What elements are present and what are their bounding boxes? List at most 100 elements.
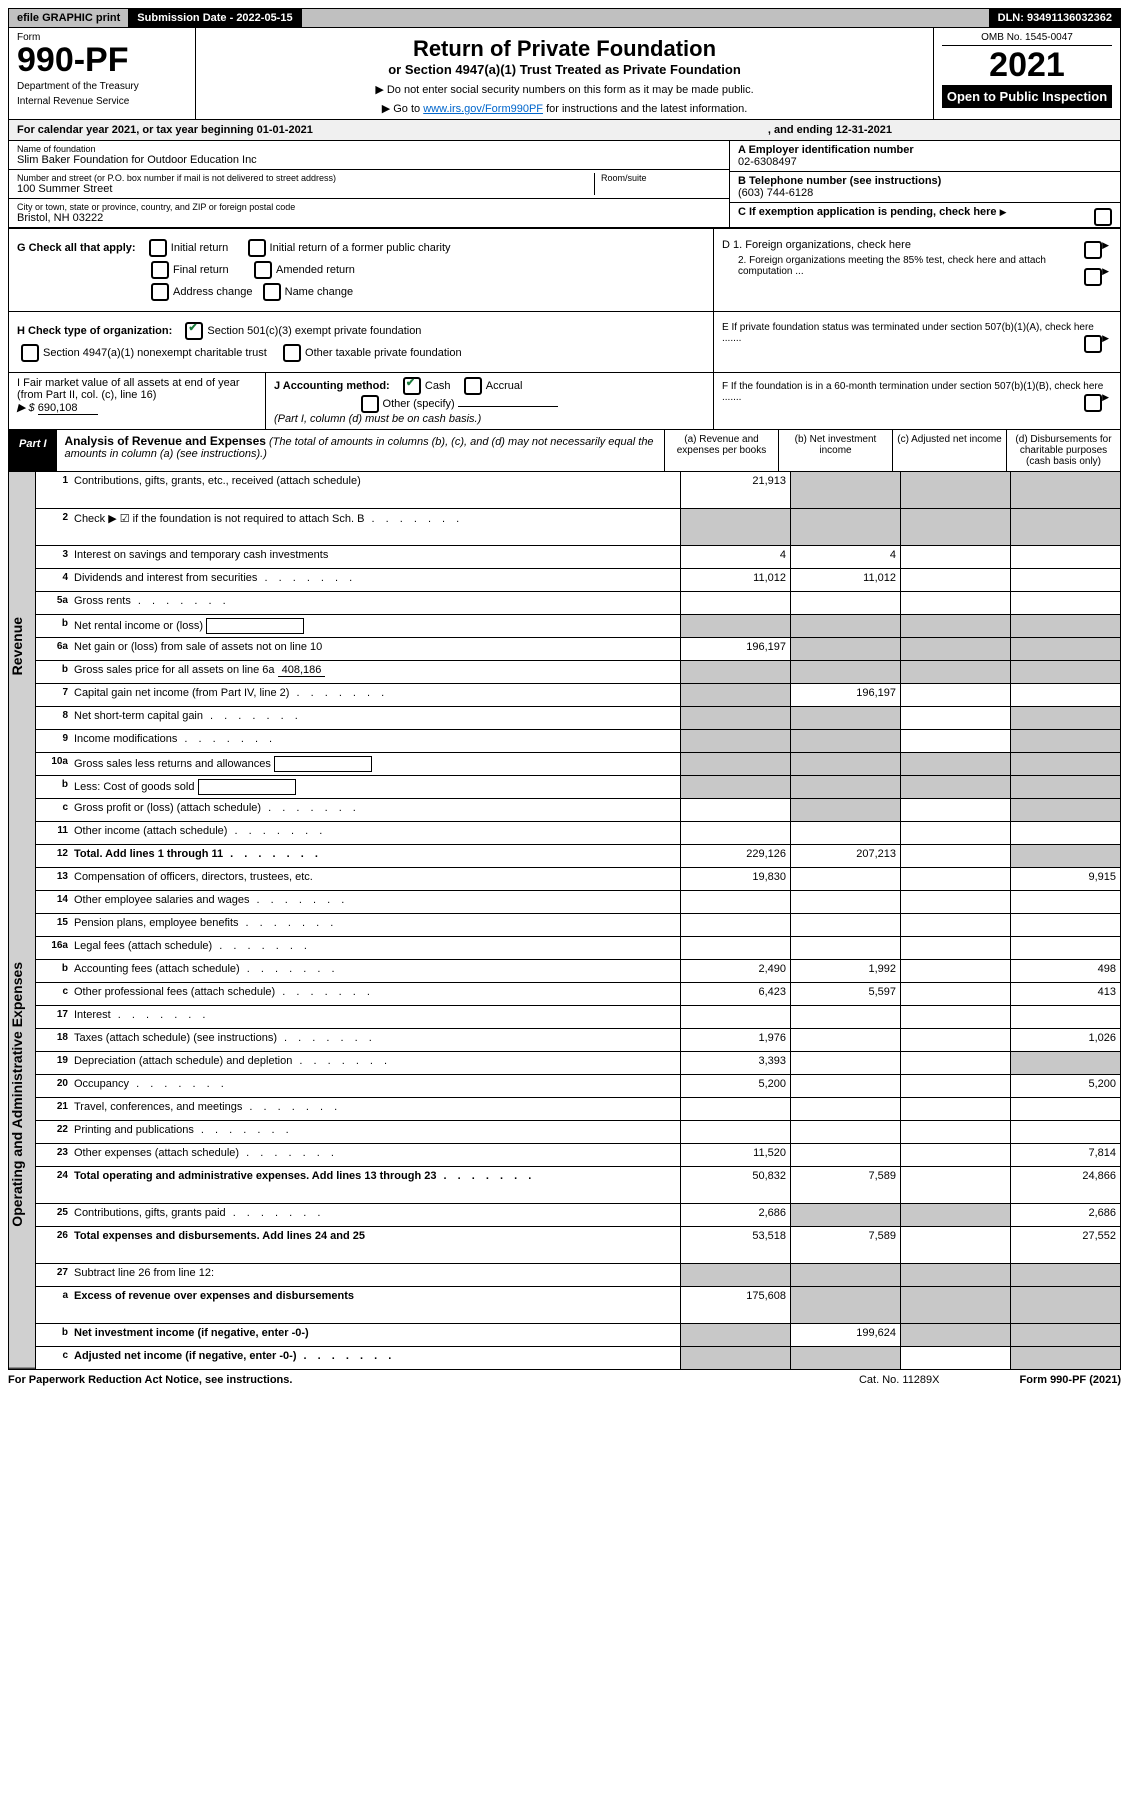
note-ssn: ▶ Do not enter social security numbers o… (204, 83, 925, 96)
address-section: Number and street (or P.O. box number if… (9, 170, 729, 199)
cell-c (900, 937, 1010, 959)
table-row: 23Other expenses (attach schedule) . . .… (36, 1144, 1120, 1167)
i-section: I Fair market value of all assets at end… (9, 373, 266, 429)
col-c-header: (c) Adjusted net income (893, 430, 1007, 471)
table-row: 19Depreciation (attach schedule) and dep… (36, 1052, 1120, 1075)
j-accrual: Accrual (486, 380, 523, 392)
d2-checkbox[interactable] (1084, 268, 1102, 286)
cell-a: 11,520 (680, 1144, 790, 1166)
cell-a (680, 1264, 790, 1286)
h-section: H Check type of organization: Section 50… (9, 312, 714, 372)
table-row: 9Income modifications . . . . . . . (36, 730, 1120, 753)
row-number: 21 (36, 1098, 74, 1120)
4947-checkbox[interactable] (21, 344, 39, 362)
cell-a (680, 891, 790, 913)
row-number: 25 (36, 1204, 74, 1226)
row-number: 20 (36, 1075, 74, 1097)
efile-print[interactable]: efile GRAPHIC print (9, 9, 129, 27)
amended-return-checkbox[interactable] (254, 261, 272, 279)
row-description: Compensation of officers, directors, tru… (74, 868, 680, 890)
row-description: Travel, conferences, and meetings . . . … (74, 1098, 680, 1120)
other-specify[interactable] (458, 406, 558, 407)
note-link: ▶ Go to www.irs.gov/Form990PF for instru… (204, 102, 925, 115)
h-line1: H Check type of organization: Section 50… (17, 322, 705, 340)
cell-d (1010, 684, 1120, 706)
f-section: F If the foundation is in a 60-month ter… (714, 373, 1120, 429)
table-row: 3Interest on savings and temporary cash … (36, 546, 1120, 569)
cell-c (900, 1052, 1010, 1074)
cell-c (900, 960, 1010, 982)
cell-a (680, 1006, 790, 1028)
cell-d (1010, 638, 1120, 660)
row-number: 13 (36, 868, 74, 890)
cell-d (1010, 799, 1120, 821)
cell-c (900, 1204, 1010, 1226)
row-number: 12 (36, 845, 74, 867)
initial-former-checkbox[interactable] (248, 239, 266, 257)
row-number: b (36, 776, 74, 798)
row-description: Printing and publications . . . . . . . (74, 1121, 680, 1143)
arrow-icon (1102, 333, 1112, 344)
info-left: Name of foundation Slim Baker Foundation… (9, 141, 730, 227)
f-checkbox[interactable] (1084, 394, 1102, 412)
table-row: 22Printing and publications . . . . . . … (36, 1121, 1120, 1144)
d2-line: 2. Foreign organizations meeting the 85%… (722, 255, 1112, 277)
other-taxable-checkbox[interactable] (283, 344, 301, 362)
form990pf-link[interactable]: www.irs.gov/Form990PF (423, 103, 543, 115)
cash-checkbox[interactable] (403, 377, 421, 395)
cell-c (900, 661, 1010, 683)
c-checkbox[interactable] (1094, 208, 1112, 226)
irs: Internal Revenue Service (17, 96, 187, 107)
name-label: Name of foundation (17, 144, 721, 154)
row-description: Total expenses and disbursements. Add li… (74, 1227, 680, 1263)
foundation-info: Name of foundation Slim Baker Foundation… (8, 141, 1121, 228)
cell-b (790, 1287, 900, 1323)
j-cash: Cash (425, 380, 451, 392)
row-description: Other expenses (attach schedule) . . . .… (74, 1144, 680, 1166)
other-method-checkbox[interactable] (361, 395, 379, 413)
cell-b (790, 661, 900, 683)
cell-a: 21,913 (680, 472, 790, 508)
cell-a (680, 730, 790, 752)
table-row: 4Dividends and interest from securities … (36, 569, 1120, 592)
e-checkbox[interactable] (1084, 335, 1102, 353)
row-description: Contributions, gifts, grants paid . . . … (74, 1204, 680, 1226)
cell-a (680, 1347, 790, 1369)
cell-b (790, 1347, 900, 1369)
cell-a (680, 822, 790, 844)
cell-c (900, 509, 1010, 545)
row-description: Income modifications . . . . . . . (74, 730, 680, 752)
accrual-checkbox[interactable] (464, 377, 482, 395)
cell-c (900, 1098, 1010, 1120)
row-number: 10a (36, 753, 74, 775)
f-label: F If the foundation is in a 60-month ter… (722, 381, 1103, 403)
initial-return-checkbox[interactable] (149, 239, 167, 257)
cell-d (1010, 1347, 1120, 1369)
name-change-checkbox[interactable] (263, 283, 281, 301)
info-right: A Employer identification number 02-6308… (730, 141, 1120, 227)
d1-checkbox[interactable] (1084, 241, 1102, 259)
cell-d: 413 (1010, 983, 1120, 1005)
cell-d (1010, 1324, 1120, 1346)
table-row: 16aLegal fees (attach schedule) . . . . … (36, 937, 1120, 960)
501c3-checkbox[interactable] (185, 322, 203, 340)
cell-b (790, 1098, 900, 1120)
note2-pre: ▶ Go to (382, 103, 423, 115)
open-inspection: Open to Public Inspection (942, 85, 1112, 108)
row-number: 2 (36, 509, 74, 545)
final-return-checkbox[interactable] (151, 261, 169, 279)
address-change-checkbox[interactable] (151, 283, 169, 301)
h-opt2: Section 4947(a)(1) nonexempt charitable … (43, 347, 267, 359)
cell-b: 7,589 (790, 1167, 900, 1203)
g-opt2: Initial return of a former public charit… (270, 242, 451, 254)
cell-a: 1,976 (680, 1029, 790, 1051)
row-description: Interest on savings and temporary cash i… (74, 546, 680, 568)
cell-a: 53,518 (680, 1227, 790, 1263)
g-opt1: Initial return (171, 242, 228, 254)
row-number: 19 (36, 1052, 74, 1074)
cell-a (680, 509, 790, 545)
omb-number: OMB No. 1545-0047 (942, 32, 1112, 46)
col-b-header: (b) Net investment income (779, 430, 893, 471)
cell-c (900, 983, 1010, 1005)
row-description: Legal fees (attach schedule) . . . . . .… (74, 937, 680, 959)
